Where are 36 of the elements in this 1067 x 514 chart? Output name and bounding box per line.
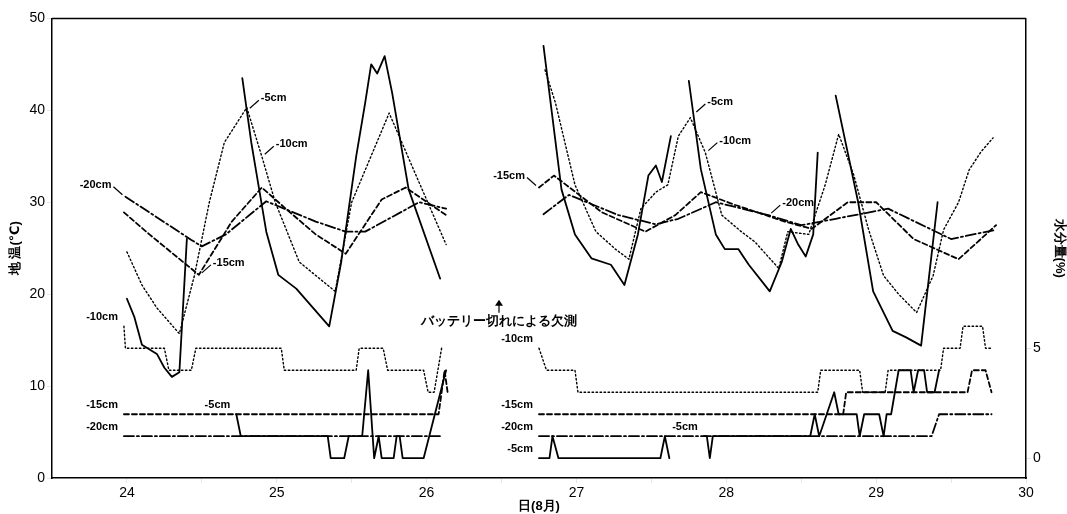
x-axis-title: 日(8月)	[518, 497, 560, 513]
y2-tick-label: 0	[1033, 449, 1041, 466]
annotation: -20cm	[782, 196, 815, 209]
x-tick-label: 26	[418, 484, 435, 501]
x-tick-label: 25	[268, 484, 285, 501]
x-tick-label: 24	[119, 484, 135, 501]
series-label: -15cm	[86, 398, 119, 411]
annotation: -5cm	[260, 91, 287, 104]
series-label: -20cm	[86, 420, 119, 433]
text: -20cm	[501, 420, 533, 433]
annotation: -5cm	[707, 95, 734, 108]
y2-tick-label: 5	[1033, 339, 1041, 356]
text: -5cm	[204, 398, 231, 411]
text: -10cm	[501, 332, 533, 345]
annotation: バッテリー切れによる欠測	[420, 313, 577, 329]
series-label: -5cm	[507, 442, 534, 455]
series-label: -10cm	[86, 310, 119, 323]
annotation: -15cm	[212, 255, 245, 268]
x-tick-label: 29	[868, 484, 885, 501]
y-tick-label: 10	[29, 376, 46, 393]
y-tick-label: 0	[37, 468, 46, 485]
x-tick-label: 27	[568, 484, 585, 501]
y-axis-title: 地 温(℃)	[7, 221, 23, 277]
x-tick-label: 28	[718, 484, 735, 501]
annotation: -20cm	[79, 177, 112, 190]
annotation: -10cm	[719, 133, 752, 146]
y-tick-label: 50	[29, 9, 46, 26]
annotation: -15cm	[493, 168, 526, 181]
y-tick-label: 30	[29, 193, 46, 210]
x-tick-label: 30	[1018, 484, 1034, 501]
y-tick-label: 40	[29, 101, 46, 118]
annotation: -10cm	[275, 137, 308, 150]
text: -15cm	[501, 398, 533, 411]
text: -5cm	[672, 420, 698, 433]
y2-axis-title: 水分量(%)	[1052, 217, 1067, 278]
y-tick-label: 20	[29, 285, 46, 302]
